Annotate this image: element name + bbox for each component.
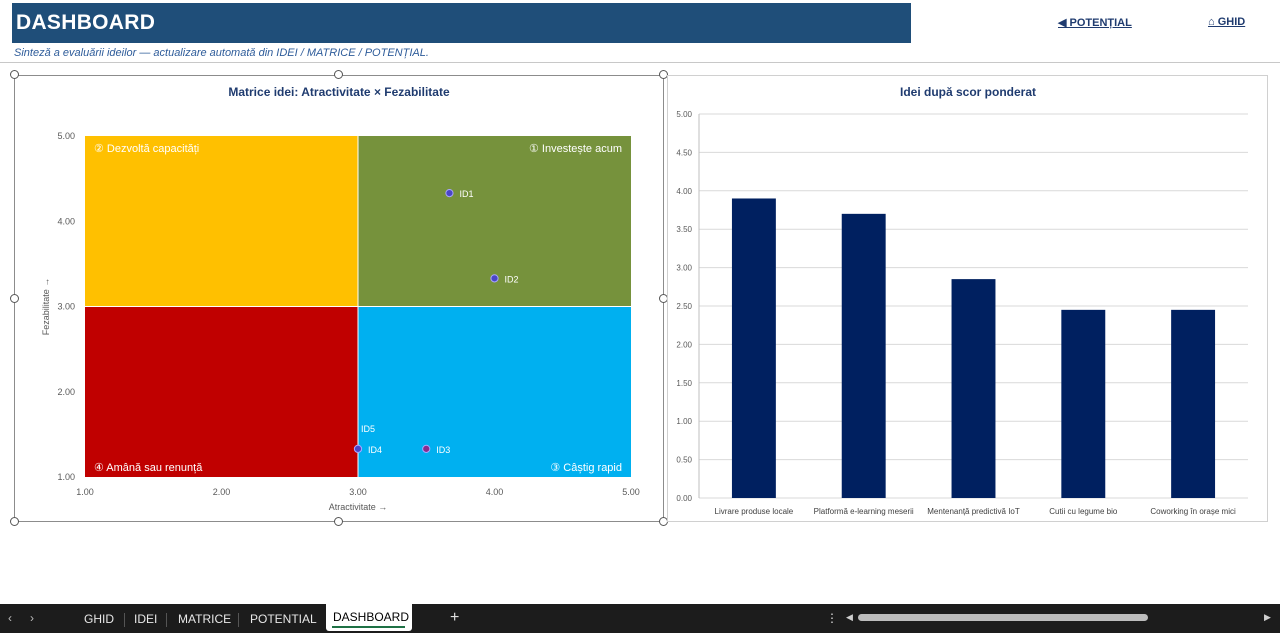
y-tick-label: 5.00 — [57, 131, 75, 141]
scrollbar-thumb[interactable] — [858, 614, 1148, 621]
tab-separator — [166, 613, 167, 627]
worksheet: DASHBOARD ◀ POTENȚIAL ⌂ GHID Sinteză a e… — [0, 0, 1280, 604]
y-tick-label: 2.00 — [57, 387, 75, 397]
chart-title: Idei după scor ponderat — [900, 85, 1036, 99]
y-tick-label: 3.50 — [676, 225, 692, 234]
nav-link-ghid[interactable]: ⌂ GHID — [1208, 16, 1246, 28]
x-tick-label: Coworking în orașe mici — [1150, 507, 1236, 516]
tab-potential[interactable]: POTENTIAL — [250, 612, 317, 626]
data-point-id2 — [490, 274, 499, 283]
resize-handle-bottom[interactable] — [334, 517, 343, 526]
quadrant-label: ④ Amână sau renunță — [94, 462, 203, 474]
tab-idei[interactable]: IDEI — [134, 612, 158, 626]
y-tick-label: 2.00 — [676, 340, 692, 349]
y-tick-label: 1.50 — [676, 379, 692, 388]
quadrant-3 — [358, 306, 631, 477]
y-tick-label: 0.00 — [676, 494, 692, 503]
scroll-right-icon[interactable]: ▶ — [1264, 612, 1271, 622]
tab-scroll-prev-button[interactable]: ‹ — [8, 611, 12, 625]
resize-handle-left[interactable] — [10, 294, 19, 303]
tab-matrice[interactable]: MATRICE — [178, 612, 232, 626]
scroll-left-icon[interactable]: ◀ — [846, 612, 853, 622]
data-label: ID1 — [459, 189, 473, 199]
data-label: ID2 — [505, 274, 519, 284]
x-tick-label: 4.00 — [486, 487, 504, 497]
resize-handle-top-left[interactable] — [10, 70, 19, 79]
tab-scroll-next-button[interactable]: › — [30, 611, 34, 625]
x-tick-label: 1.00 — [76, 487, 94, 497]
quadrant-label: ② Dezvoltă capacități — [94, 143, 199, 155]
title-banner: DASHBOARD — [12, 3, 911, 43]
y-tick-label: 5.00 — [676, 110, 692, 119]
tab-separator — [124, 613, 125, 627]
score-bar-chart[interactable]: Idei după scor ponderat 0.00 0.50 1.00 1.50 2… — [667, 75, 1268, 522]
resize-handle-top[interactable] — [334, 70, 343, 79]
x-tick-label: 3.00 — [349, 487, 367, 497]
y-tick-label: 1.00 — [676, 417, 692, 426]
header-divider — [0, 62, 1280, 63]
y-tick-label: 4.50 — [676, 148, 692, 157]
quadrant-4 — [85, 306, 358, 477]
tab-separator — [238, 613, 239, 627]
data-label: ID3 — [436, 445, 450, 455]
bar-4 — [1061, 309, 1106, 498]
data-label: ID5 — [361, 424, 375, 434]
bar-2 — [841, 213, 886, 498]
y-tick-label: 0.50 — [676, 456, 692, 465]
quadrant-label: ③ Câștig rapid — [550, 462, 622, 474]
matrix-chart[interactable]: Matrice idei: Atractivitate × Fezabilita… — [14, 75, 664, 522]
horizontal-scrollbar[interactable]: ◀ ▶ — [846, 612, 1274, 624]
resize-handle-top-right[interactable] — [659, 70, 668, 79]
x-axis-label: Atractivitate → — [329, 502, 388, 512]
data-label: ID4 — [368, 445, 382, 455]
tab-dashboard[interactable]: DASHBOARD — [326, 604, 412, 631]
more-options-icon[interactable]: ⋮ — [826, 611, 838, 625]
data-point-id5 — [353, 444, 363, 453]
y-tick-label: 2.50 — [676, 302, 692, 311]
active-tab-indicator — [332, 626, 405, 628]
bar-1 — [731, 198, 776, 498]
x-tick-label: Livrare produse locale — [715, 507, 794, 516]
y-tick-label: 1.00 — [57, 472, 75, 482]
x-tick-label: Platformă e-learning meserii — [814, 507, 914, 516]
quadrant-2 — [85, 136, 358, 307]
y-tick-label: 4.00 — [676, 187, 692, 196]
nav-link-potential[interactable]: ◀ POTENȚIAL — [1058, 17, 1132, 29]
bar-3 — [951, 279, 996, 498]
x-tick-label: Mentenanță predictivă IoT — [927, 507, 1020, 516]
quadrant-label: ① Investește acum — [529, 143, 622, 155]
add-sheet-button[interactable]: + — [450, 609, 460, 626]
tab-dashboard-label: DASHBOARD — [333, 610, 410, 624]
x-tick-label: 5.00 — [622, 487, 640, 497]
resize-handle-bottom-left[interactable] — [10, 517, 19, 526]
sheet-tab-bar: ‹ › GHID IDEI MATRICE POTENTIAL DASHBOAR… — [0, 604, 1280, 633]
tab-ghid[interactable]: GHID — [84, 612, 114, 626]
data-point-id3 — [422, 444, 431, 453]
y-tick-label: 3.00 — [57, 302, 75, 312]
y-axis-label: Fezabilitate → — [41, 278, 51, 336]
x-tick-label: Cutii cu legume bio — [1049, 507, 1118, 516]
page-title: DASHBOARD — [16, 11, 156, 34]
y-tick-label: 3.00 — [676, 264, 692, 273]
y-tick-label: 4.00 — [57, 216, 75, 226]
bar-5 — [1171, 309, 1216, 498]
data-point-id1 — [445, 189, 454, 198]
page-subtitle: Sinteză a evaluării ideilor — actualizar… — [14, 47, 429, 59]
chart-title: Matrice idei: Atractivitate × Fezabilita… — [228, 85, 450, 99]
x-tick-label: 2.00 — [213, 487, 231, 497]
